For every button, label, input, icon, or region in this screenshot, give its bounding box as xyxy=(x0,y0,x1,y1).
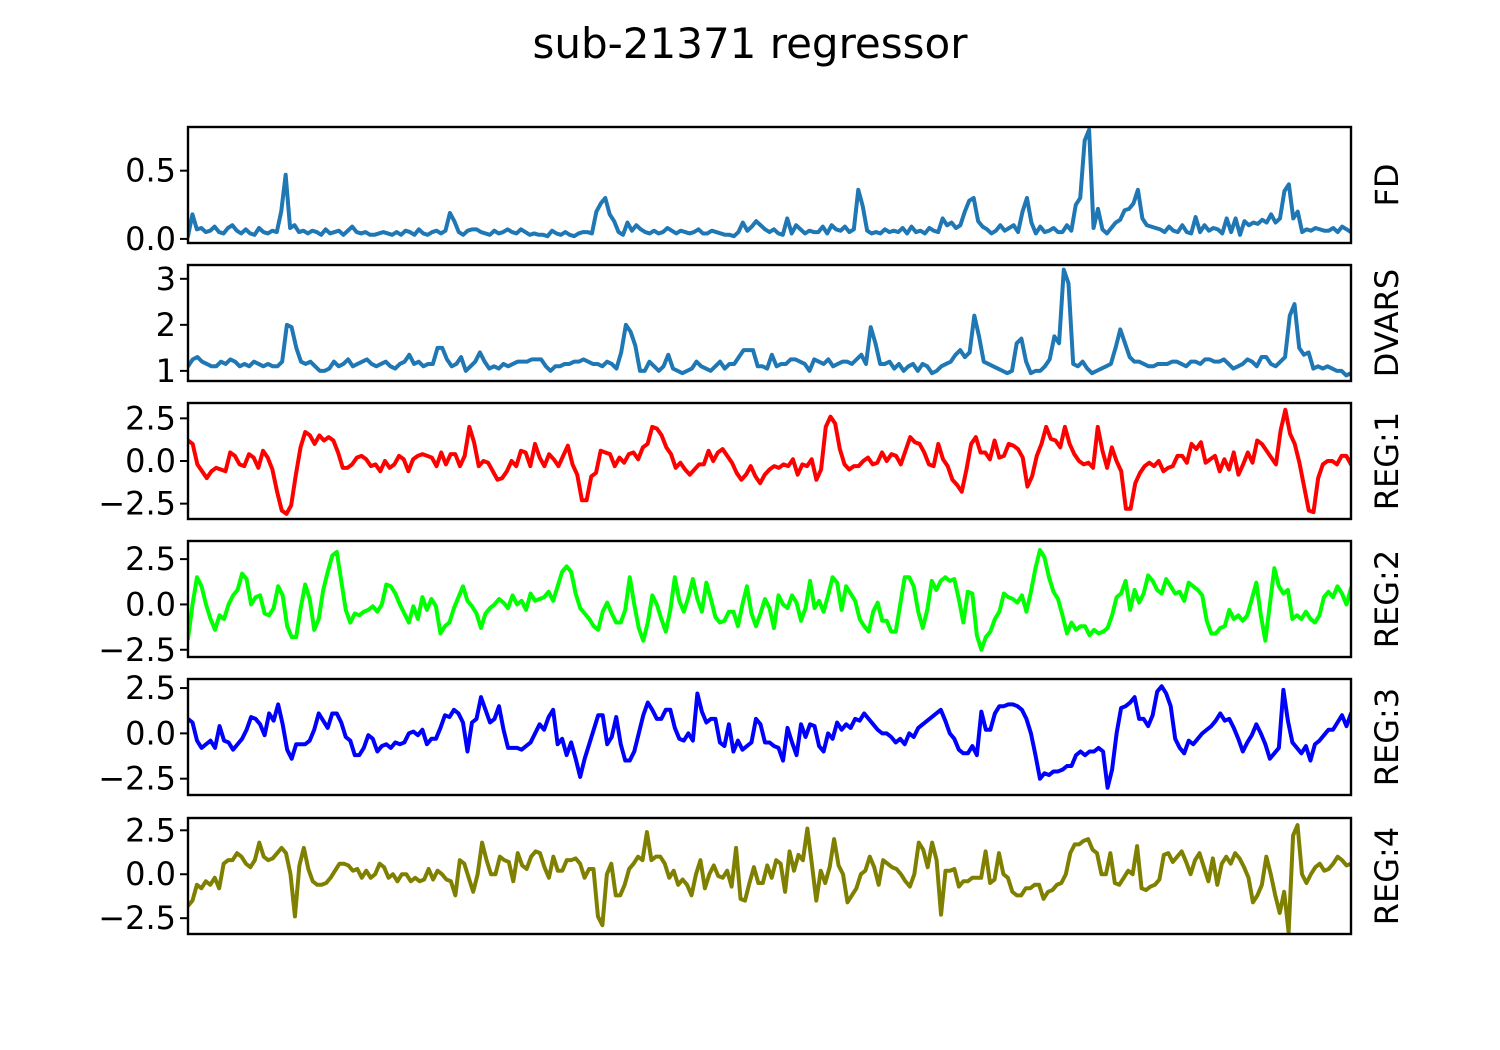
series-line-dvars xyxy=(188,267,1351,378)
y-tick-label: 0.5 xyxy=(125,152,176,190)
panel-frame xyxy=(186,677,1353,797)
y-tick-label: 2.5 xyxy=(125,669,176,707)
y-tick-label: 2 xyxy=(156,306,176,344)
y-tick-label: 2.5 xyxy=(125,399,176,437)
panel-reg-1: −2.5 0.0 2.5 REG:1 xyxy=(98,399,1406,522)
y-tick-label: 0.0 xyxy=(125,220,176,258)
y-tick-label: −2.5 xyxy=(98,760,176,798)
chart-title: sub-21371 regressor xyxy=(532,19,968,68)
panel-reg-3: −2.5 0.0 2.5 REG:3 xyxy=(98,669,1406,798)
panel-frame xyxy=(186,816,1353,936)
y-tick-label: −2.5 xyxy=(98,485,176,523)
y-tick-label: 0.0 xyxy=(125,855,176,893)
panel-fd: 0.0 0.5 FD xyxy=(125,125,1406,258)
panel-label: REG:3 xyxy=(1368,688,1406,786)
series-line-reg-2 xyxy=(188,548,1351,652)
panel-frame xyxy=(186,125,1353,245)
panel-reg-2: −2.5 0.0 2.5 REG:2 xyxy=(98,539,1406,669)
series-line-reg-4 xyxy=(188,823,1351,934)
y-tick-label: 3 xyxy=(156,260,176,298)
y-tick-label: 1 xyxy=(156,352,176,390)
panels: 0.0 0.5 FD 1 2 3 DVARS −2.5 0.0 2.5 REG:1 −2.5 0.0 2.… xyxy=(98,125,1406,937)
panel-label: REG:4 xyxy=(1368,827,1406,925)
y-tick-label: 2.5 xyxy=(125,811,176,849)
panel-label: DVARS xyxy=(1368,269,1406,377)
panel-dvars: 1 2 3 DVARS xyxy=(156,260,1406,390)
panel-frame xyxy=(186,263,1353,383)
y-tick-label: 0.0 xyxy=(125,585,176,623)
panel-label: REG:1 xyxy=(1368,412,1406,510)
y-tick-label: 2.5 xyxy=(125,540,176,578)
panel-reg-4: −2.5 0.0 2.5 REG:4 xyxy=(98,811,1406,937)
y-tick-label: −2.5 xyxy=(98,899,176,937)
panel-label: FD xyxy=(1368,163,1406,206)
panel-frame xyxy=(186,539,1353,659)
y-tick-label: 0.0 xyxy=(125,714,176,752)
series-line-reg-1 xyxy=(188,407,1351,516)
panel-label: REG:2 xyxy=(1368,550,1406,648)
y-tick-label: −2.5 xyxy=(98,631,176,669)
series-line-reg-3 xyxy=(188,684,1351,790)
series-line-fd xyxy=(188,127,1351,239)
y-tick-label: 0.0 xyxy=(125,442,176,480)
